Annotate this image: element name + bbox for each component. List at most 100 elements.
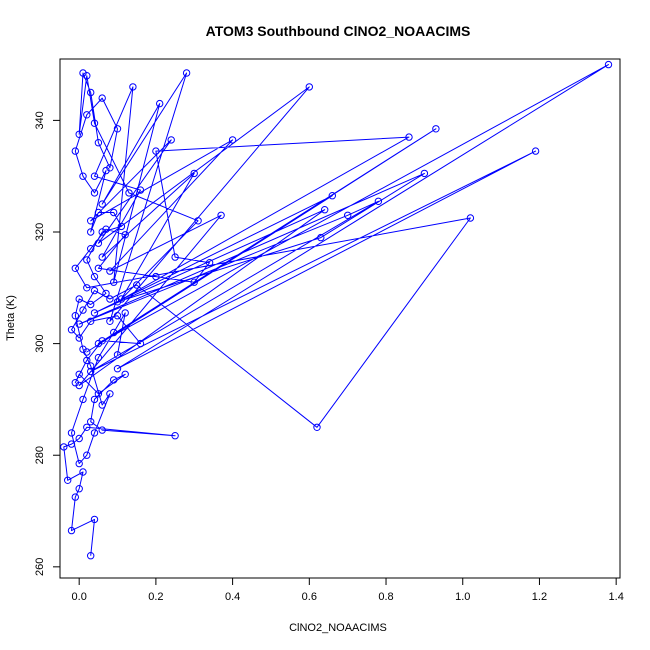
- y-tick-label: 260: [34, 558, 46, 576]
- data-point: [121, 309, 129, 317]
- data-point: [75, 459, 83, 468]
- data-point: [328, 192, 336, 200]
- data-point: [90, 172, 99, 180]
- x-tick-label: 0.6: [302, 591, 317, 603]
- data-point: [113, 125, 122, 133]
- data-point: [466, 214, 475, 222]
- data-point: [87, 362, 95, 370]
- data-point: [194, 217, 202, 225]
- data-point: [136, 186, 145, 194]
- data-point: [432, 125, 440, 133]
- data-point: [167, 136, 175, 144]
- data-point: [87, 300, 95, 309]
- data-point: [98, 253, 106, 261]
- data-point: [106, 295, 114, 303]
- data-point: [90, 286, 99, 295]
- data-point: [106, 317, 114, 325]
- data-point: [71, 264, 80, 272]
- data-point: [98, 200, 106, 208]
- data-point: [79, 172, 87, 180]
- data-point: [156, 99, 164, 108]
- chart-title: ATOM3 Southbound ClNO2_NOAACIMS: [206, 23, 471, 39]
- data-point: [102, 289, 110, 298]
- data-point: [83, 284, 91, 292]
- data-point: [90, 429, 99, 437]
- data-point: [106, 267, 114, 275]
- data-point: [121, 370, 129, 378]
- data-point: [98, 228, 106, 236]
- x-tick-label: 1.2: [532, 591, 547, 603]
- data-point: [113, 365, 122, 373]
- data-point: [121, 231, 129, 239]
- data-point: [75, 130, 83, 139]
- data-point: [228, 136, 237, 144]
- data-point: [90, 189, 99, 197]
- series-line: [63, 64, 609, 556]
- data-point: [83, 451, 91, 459]
- y-axis: 260 280 300 320 340: [34, 111, 61, 576]
- data-point: [531, 147, 540, 155]
- data-point: [75, 295, 83, 303]
- data-point: [87, 245, 95, 253]
- data-point: [83, 256, 91, 264]
- data-point: [90, 119, 99, 127]
- data-point: [106, 390, 114, 398]
- data-point: [305, 83, 313, 91]
- data-points: [60, 60, 613, 560]
- data-point: [133, 281, 141, 289]
- data-point: [110, 208, 118, 217]
- data-point: [136, 339, 145, 348]
- data-point: [60, 443, 68, 451]
- data-point: [190, 278, 198, 286]
- data-point: [90, 515, 99, 524]
- data-point: [129, 83, 137, 91]
- data-point: [67, 440, 76, 448]
- data-point: [75, 320, 83, 328]
- data-point: [79, 345, 87, 353]
- data-point: [94, 390, 103, 398]
- data-point: [79, 69, 87, 77]
- data-point: [79, 468, 87, 476]
- data-point: [87, 317, 95, 325]
- data-point: [83, 423, 91, 431]
- data-point: [344, 211, 352, 220]
- data-point: [405, 133, 413, 141]
- y-tick-label: 320: [34, 223, 46, 241]
- data-point: [604, 60, 613, 69]
- y-axis-title: Theta (K): [5, 295, 17, 341]
- x-tick-label: 0.2: [148, 591, 163, 603]
- data-point: [152, 272, 160, 281]
- y-tick-label: 300: [34, 334, 46, 352]
- data-point: [71, 312, 80, 320]
- data-point: [94, 264, 103, 272]
- data-point: [67, 326, 76, 334]
- data-point: [75, 434, 83, 443]
- data-point: [420, 169, 429, 178]
- data-point: [94, 208, 103, 217]
- data-point: [90, 272, 99, 281]
- data-point: [79, 306, 87, 314]
- data-point: [83, 111, 91, 119]
- data-point: [321, 206, 329, 214]
- data-point: [110, 328, 118, 337]
- y-tick-label: 340: [34, 111, 46, 129]
- data-point: [317, 233, 325, 242]
- data-point: [98, 426, 106, 434]
- data-point: [87, 367, 95, 376]
- data-point: [94, 339, 103, 348]
- data-point: [75, 370, 83, 378]
- data-point: [87, 552, 95, 560]
- data-point: [71, 147, 80, 155]
- data-point: [374, 197, 383, 206]
- x-tick-label: 1.4: [609, 591, 624, 603]
- x-tick-label: 0.4: [225, 591, 240, 603]
- data-point: [205, 259, 214, 267]
- data-point: [87, 228, 95, 236]
- data-point: [79, 395, 87, 404]
- data-point: [87, 418, 95, 426]
- data-point: [87, 88, 95, 97]
- data-point: [113, 312, 122, 320]
- data-point: [125, 189, 133, 197]
- data-point: [110, 376, 118, 384]
